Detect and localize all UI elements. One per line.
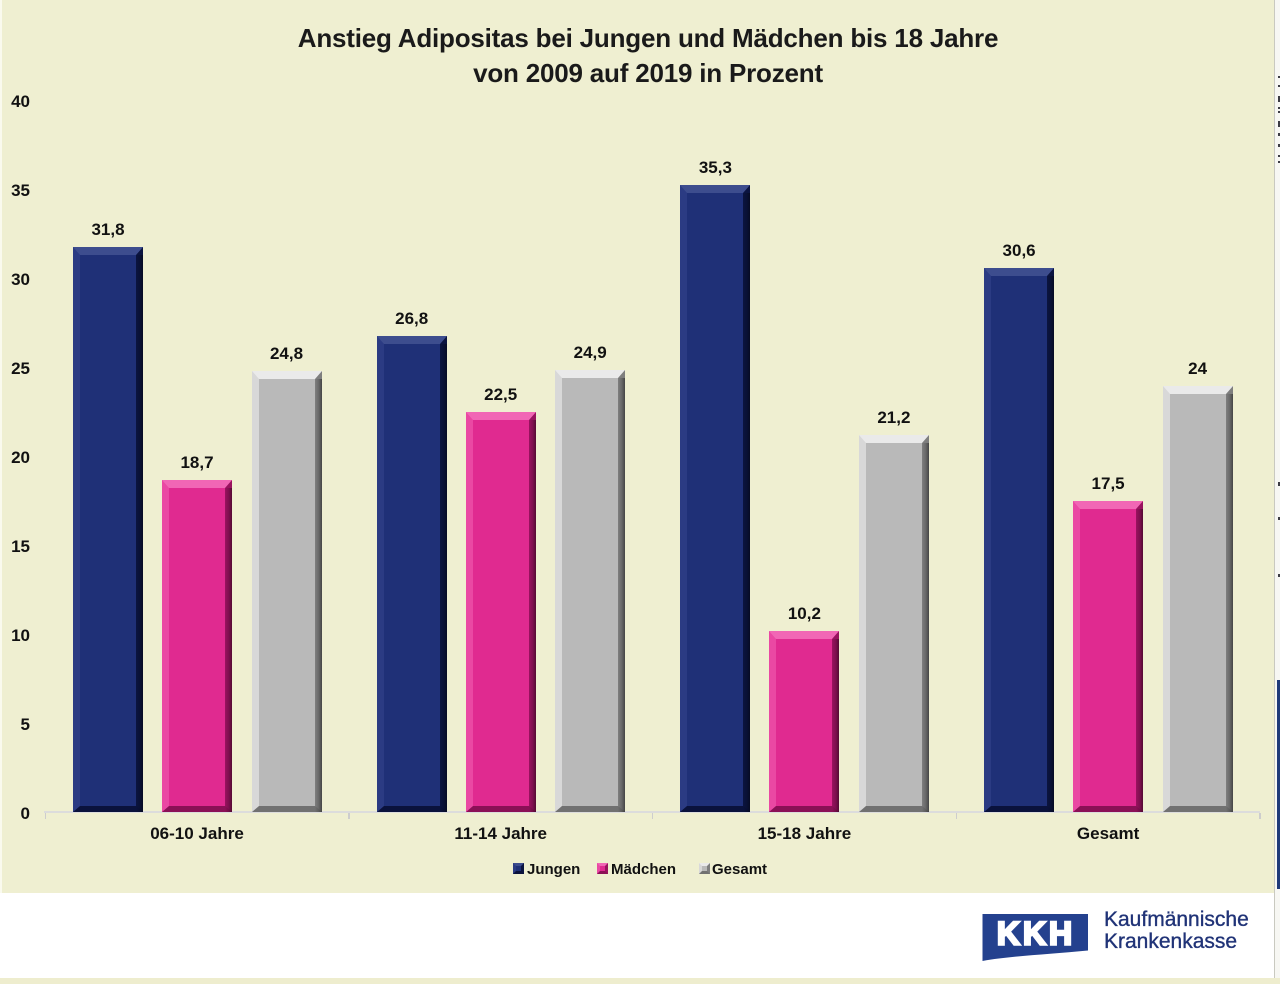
svg-text:KKH: KKH (997, 916, 1075, 952)
